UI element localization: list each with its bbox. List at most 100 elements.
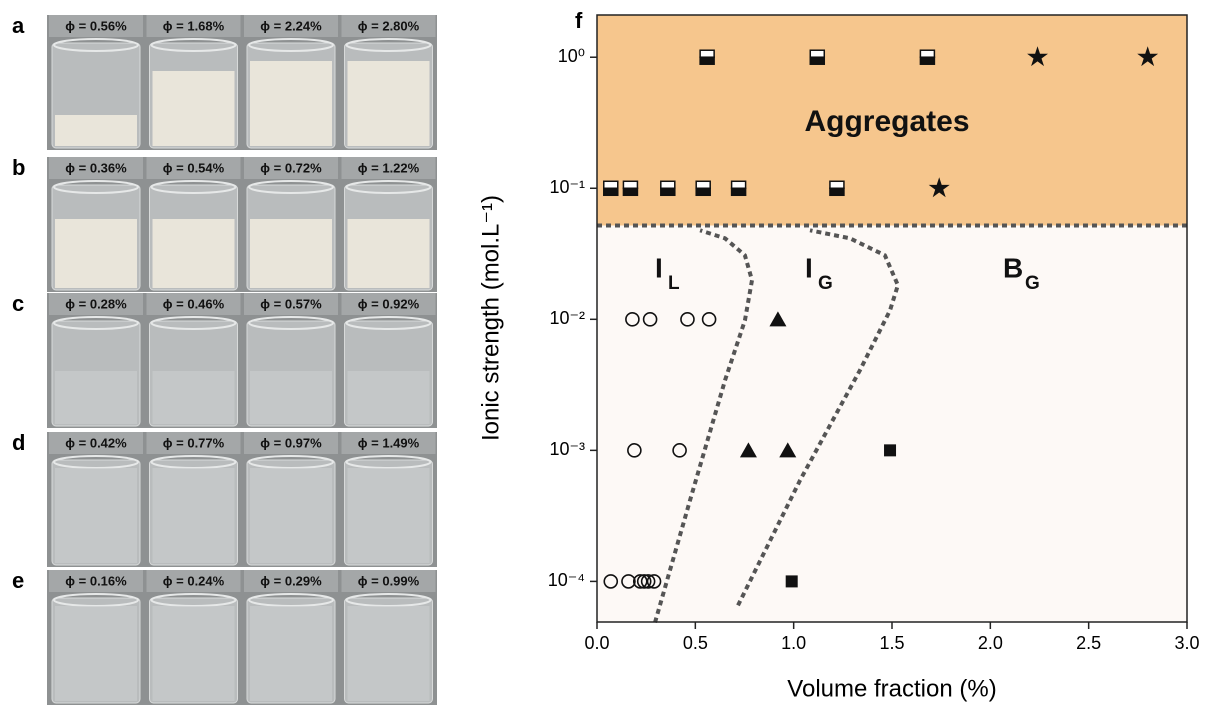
clear-liquid — [347, 606, 430, 701]
panel-label: c — [12, 291, 24, 316]
vial-label: ϕ = 1.49% — [358, 435, 420, 450]
vial-label: ϕ = 0.97% — [260, 435, 322, 450]
suspension — [152, 71, 235, 146]
suspension — [152, 219, 235, 288]
y-axis-label: Ionic strength (mol.L⁻¹) — [477, 195, 504, 441]
label-strip — [244, 432, 338, 454]
marker-top — [603, 180, 619, 190]
vial-rim — [150, 180, 237, 194]
marker-top — [809, 49, 826, 58]
annotation: I — [655, 252, 663, 283]
x-tick-label: 2.5 — [1076, 633, 1101, 653]
marker-bottom — [695, 187, 711, 197]
marker-half-square — [603, 180, 619, 197]
marker-bottom — [809, 56, 826, 65]
marker-half-square — [829, 180, 845, 197]
marker-top — [660, 180, 676, 190]
label-strip — [244, 293, 338, 315]
vial-label: ϕ = 0.57% — [260, 296, 322, 311]
vial-rim — [248, 180, 334, 194]
y-tick-label: 10⁻² — [549, 308, 585, 328]
marker-bottom — [622, 187, 639, 197]
annotation: B — [1003, 252, 1023, 283]
vial-label: ϕ = 1.68% — [163, 18, 225, 33]
y-tick-label: 10⁻¹ — [549, 177, 585, 197]
label-strip — [244, 15, 338, 37]
boundary-curve — [736, 228, 901, 607]
marker-top — [699, 49, 715, 58]
marker-circle — [627, 443, 642, 458]
vial-label: ϕ = 0.36% — [65, 160, 127, 175]
marker-bottom — [699, 56, 715, 65]
vial-label: ϕ = 0.16% — [65, 573, 127, 588]
label-strip — [146, 432, 241, 454]
label-strip — [49, 157, 143, 179]
annotation-subscript: G — [818, 273, 833, 294]
vial-rim — [345, 316, 432, 330]
x-tick-label: 1.0 — [781, 633, 806, 653]
suspension — [55, 115, 137, 146]
label-strip — [341, 15, 436, 37]
x-tick-label: 0.5 — [683, 633, 708, 653]
panel-label: e — [12, 568, 24, 593]
panel-label: a — [12, 13, 25, 38]
vial-rim — [345, 180, 432, 194]
marker-triangle — [779, 442, 797, 458]
marker-star — [1137, 46, 1159, 67]
marker-square — [785, 575, 798, 588]
vial-label: ϕ = 0.54% — [163, 160, 225, 175]
y-tick-label: 10⁻⁴ — [548, 570, 585, 590]
aggregate-region — [597, 15, 1187, 226]
label-strip — [341, 293, 436, 315]
annotation: Aggregates — [804, 105, 969, 138]
suspension — [250, 219, 332, 288]
label-strip — [244, 157, 338, 179]
vial-rim — [53, 180, 139, 194]
vial-label: ϕ = 0.42% — [65, 435, 127, 450]
vial-label: ϕ = 0.46% — [163, 296, 225, 311]
marker-half-square — [809, 49, 826, 65]
marker-top — [695, 180, 711, 190]
panel-label: f — [575, 8, 583, 33]
x-tick-label: 1.5 — [879, 633, 904, 653]
vial-rim — [150, 316, 237, 330]
x-tick-label: 3.0 — [1174, 633, 1199, 653]
label-strip — [49, 570, 143, 592]
marker-half-square — [730, 180, 747, 197]
vial-label: ϕ = 0.77% — [163, 435, 225, 450]
clear-liquid — [347, 468, 430, 563]
clear-liquid — [55, 606, 137, 701]
clear-liquid — [152, 468, 235, 563]
x-tick-label: 0.0 — [584, 633, 609, 653]
label-strip — [341, 157, 436, 179]
clear-liquid — [152, 371, 235, 424]
marker-triangle — [739, 442, 757, 458]
marker-circle — [640, 574, 656, 589]
marker-bottom — [730, 187, 747, 197]
panel-label: d — [12, 430, 25, 455]
vial-rim — [150, 38, 237, 52]
vial-rim — [345, 38, 432, 52]
x-axis-label: Volume fraction (%) — [787, 675, 996, 702]
marker-circle — [625, 312, 640, 327]
label-strip — [146, 15, 241, 37]
marker-half-square — [699, 49, 715, 65]
vial-label: ϕ = 0.29% — [260, 573, 322, 588]
vial-label: ϕ = 0.92% — [358, 296, 420, 311]
label-strip — [49, 293, 143, 315]
marker-circle — [701, 312, 717, 327]
label-strip — [244, 570, 338, 592]
marker-half-square — [695, 180, 711, 197]
suspension — [347, 219, 430, 288]
marker-bottom — [660, 187, 676, 197]
annotation-subscript: L — [668, 273, 680, 294]
marker-circle — [642, 312, 658, 327]
label-strip — [49, 15, 143, 37]
clear-liquid — [55, 371, 137, 424]
marker-triangle — [769, 311, 787, 327]
vial-rim — [53, 38, 139, 52]
marker-top — [919, 49, 936, 58]
marker-top — [622, 180, 639, 190]
vial-label: ϕ = 0.72% — [260, 160, 322, 175]
